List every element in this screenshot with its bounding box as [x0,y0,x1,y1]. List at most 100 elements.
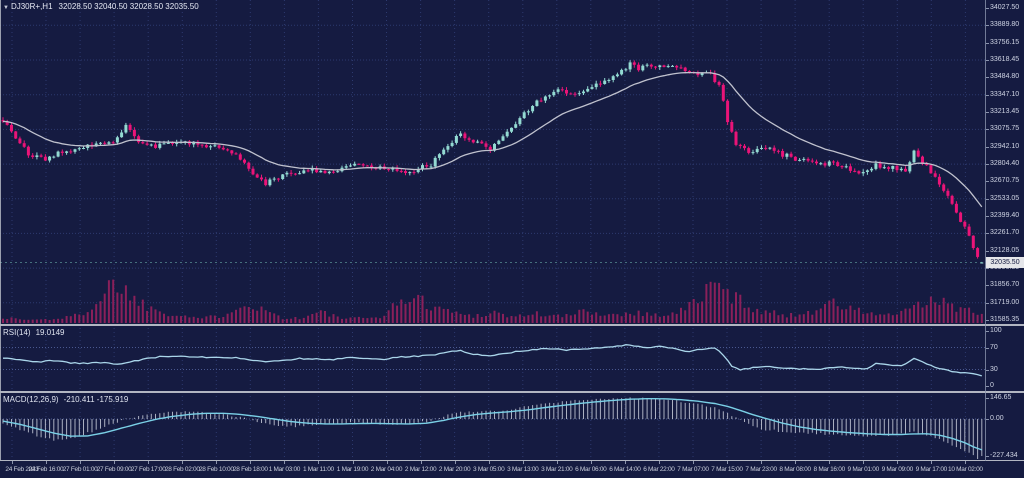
time-axis-tick [46,461,47,464]
macd-axis-label: -227.434 [986,452,1018,459]
chart-title: ▼ DJ30R+,H1 32028.50 32040.50 32028.50 320… [3,2,199,13]
macd-axis-label: 146.65 [985,394,1012,401]
time-axis-label: 1 Mar 03:00 [268,466,301,473]
time-axis-tick [590,461,592,464]
chart-canvas[interactable] [0,0,985,461]
time-axis-label: 2 Mar 04:00 [370,466,403,473]
time-axis-tick [80,461,82,464]
time-axis-tick [284,461,286,464]
time-axis-tick [795,461,797,464]
price-axis-label: 31719.00 [985,298,1020,306]
ohlc-values: 32028.50 32040.50 32028.50 32035.50 [58,2,199,11]
time-axis-tick [556,461,558,464]
price-axis-label: 32128.05 [985,246,1020,254]
time-axis-tick [931,461,933,464]
volume-layer [2,279,983,323]
macd-axis-label: 0.00 [986,415,1004,422]
price-axis-label: 33213.45 [985,108,1020,115]
symbol-timeframe: DJ30R+,H1 [10,2,53,11]
time-axis-label: 10 Mar 02:00 [948,466,983,473]
price-axis-label: 33484.80 [985,73,1020,81]
price-axis-label: 33347.10 [985,90,1020,98]
time-axis-label: 8 Mar 08:00 [779,466,811,473]
time-axis-label: 1 Mar 11:00 [302,466,334,473]
time-axis-label: 24 Feb 16:00 [28,466,64,473]
time-axis-label: 28 Feb 02:00 [164,466,200,473]
macd-signal-line [2,398,983,451]
time-axis-tick [727,461,728,464]
time-axis-tick [488,461,490,464]
macd-label: MACD(12,26,9) [3,395,59,404]
price-axis-label: 32261.70 [985,229,1020,237]
time-axis-tick [522,461,524,464]
time-axis-label: 28 Feb 10:00 [198,466,234,473]
price-axis-label: 32533.05 [985,194,1020,202]
rsi-label: RSI(14) [3,328,31,337]
time-axis-tick [182,461,184,464]
time-axis-tick [250,461,252,464]
macd-indicator-label: MACD(12,26,9) -210.411 -175.919 [3,395,128,404]
time-axis-label: 3 Mar 21:00 [541,466,573,473]
axis-border [985,0,986,461]
price-axis[interactable]: 34027.50 33889.80 33756.15 33618.45 33484.80… [985,0,1024,461]
grid-layer [0,0,985,460]
time-axis-label: 7 Mar 07:00 [677,466,709,473]
time-axis-label: 24 Feb 2023 [5,466,39,473]
time-axis-tick [12,461,13,464]
time-axis-tick [897,461,899,464]
time-axis[interactable]: 24 Feb 2023 24 Feb 16:00 27 Feb 01:00 27 Fe… [0,461,1024,478]
time-axis-label: 27 Feb 01:00 [62,466,98,473]
time-axis-tick [148,461,150,464]
rsi-value: 19.0149 [35,328,65,337]
time-axis-label: 6 Mar 22:00 [643,466,675,473]
ma-line [2,71,983,208]
time-axis-label: 8 Mar 16:00 [813,466,845,473]
symbol-marker-icon: ▼ [3,5,9,11]
time-axis-tick [829,461,831,464]
panel-separator-rsi-macd[interactable] [0,391,1024,393]
time-axis-tick [386,461,388,464]
time-axis-label: 9 Mar 17:00 [915,466,948,473]
time-axis-tick [114,461,116,464]
rsi-indicator-label: RSI(14) 19.0149 [3,328,64,337]
rsi-axis-label: 0 [986,382,994,389]
panel-separator-main-rsi[interactable] [0,324,1024,326]
price-axis-label: 32399.40 [985,212,1020,220]
current-price-tag: 32035.50 [986,257,1024,268]
time-axis-label: 27 Feb 09:00 [96,466,132,473]
chart-left-border [0,0,1,461]
time-axis-tick [693,461,694,464]
price-axis-label: 33889.80 [985,21,1020,29]
time-axis-label: 9 Mar 01:00 [847,466,879,473]
price-axis-label: 32670.75 [985,177,1020,185]
rsi-axis-label: 100 [986,327,1002,334]
time-axis-label: 7 Mar 23:00 [745,466,777,473]
price-axis-label: 32942.10 [985,142,1020,150]
rsi-axis-label: 70 [986,343,998,351]
candles-layer [1,60,984,264]
time-axis-label: 1 Mar 19:00 [336,466,369,473]
price-axis-label: 31856.70 [985,281,1020,289]
time-axis-label: 2 Mar 20:00 [438,466,471,473]
panel-separator-macd-timeaxis [0,460,1024,461]
time-axis-label: 3 Mar 05:00 [472,466,505,473]
price-axis-label: 34027.50 [985,4,1020,11]
time-axis-label: 2 Mar 12:00 [404,466,437,473]
time-axis-tick [420,461,422,464]
time-axis-tick [216,461,218,464]
time-axis-label: 3 Mar 13:00 [507,466,539,473]
rsi-axis-label: 30 [986,365,998,373]
macd-values: -210.411 -175.919 [63,395,129,404]
time-axis-label: 28 Feb 18:00 [232,466,268,473]
time-axis-tick [658,461,660,464]
time-axis-tick [761,461,763,464]
price-axis-label: 33756.15 [985,38,1020,46]
time-axis-label: 27 Feb 17:00 [130,466,166,473]
rsi-line [2,344,982,377]
time-axis-tick [352,461,354,464]
time-axis-tick [318,461,320,464]
time-axis-label: 7 Mar 15:00 [711,466,743,473]
time-axis-tick [624,461,626,464]
price-axis-label: 31585.35 [985,316,1020,324]
